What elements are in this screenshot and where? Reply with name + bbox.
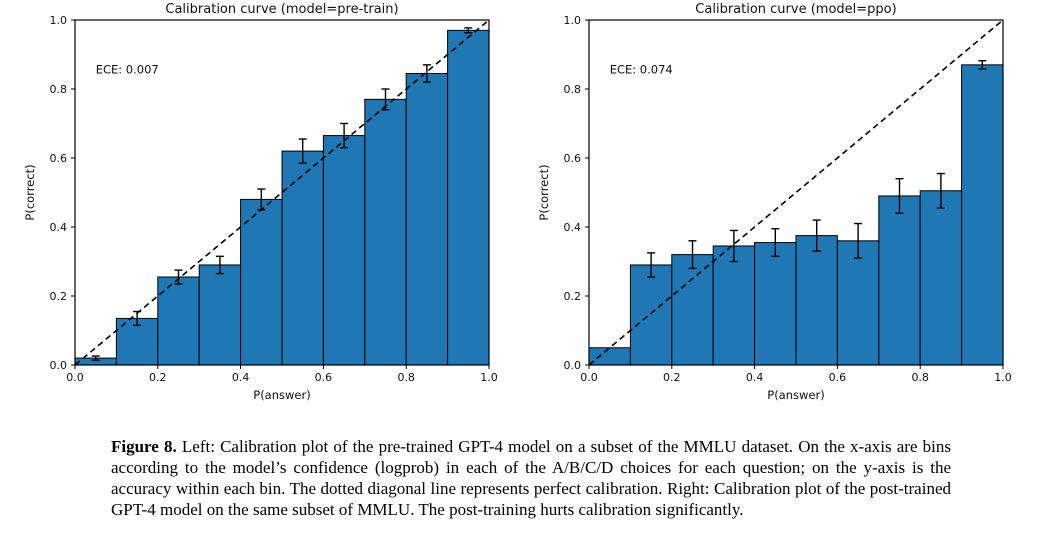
x-tick-label: 0.6 (829, 371, 847, 384)
bar-bin-7 (364, 98, 407, 366)
y-tick-label: 0.0 (564, 359, 582, 372)
bar-bin-1 (629, 264, 673, 366)
bar-bin-2 (671, 254, 714, 366)
x-tick-label: 0.8 (911, 371, 929, 384)
bar-bin-4 (754, 242, 797, 366)
y-tick-label: 1.0 (564, 14, 582, 27)
figure-caption-label: Figure 8. (111, 437, 177, 456)
plot-frame (74, 19, 490, 366)
calibration-chart-pretrain: 0.0 0.2 0.4 0.6 0.8 1.0 0.0 0.2 0.4 0.6 0.8 1.0 Cali… (23, 2, 498, 402)
x-tick-label: 0.0 (580, 371, 598, 384)
figure-caption: Figure 8. Left: Calibration plot of the … (111, 436, 951, 520)
y-tick-label: 0.4 (564, 221, 582, 234)
y-tick-label: 0.4 (50, 221, 68, 234)
y-tick-label: 0.6 (50, 152, 68, 165)
charts-row: 0.0 0.2 0.4 0.6 0.8 1.0 0.0 0.2 0.4 0.6 0.8 1.0 Cali… (0, 0, 1054, 415)
x-tick-label: 0.2 (149, 371, 167, 384)
y-tick-label: 0.2 (50, 290, 68, 303)
y-axis-label: P(correct) (23, 164, 37, 220)
calibration-chart-ppo: 0.0 0.2 0.4 0.6 0.8 1.0 0.0 0.2 0.4 0.6 0.8 1.0 Cali… (537, 2, 1012, 402)
chart-title: Calibration curve (model=ppo) (695, 2, 896, 17)
bar-bin-6 (836, 240, 880, 366)
bar-bin-0 (588, 347, 631, 366)
bar-bin-2 (157, 276, 200, 366)
figure-caption-text: Left: Calibration plot of the pre-traine… (111, 437, 951, 519)
x-tick-label: 0.4 (746, 371, 764, 384)
bar-bin-3 (712, 245, 756, 366)
bar-bin-9 (447, 29, 490, 366)
x-tick-label: 0.2 (663, 371, 681, 384)
chart-box-pretrain: 0.0 0.2 0.4 0.6 0.8 1.0 0.0 0.2 0.4 0.6 0.8 1.0 Cali… (0, 0, 527, 415)
bar-bin-5 (281, 150, 324, 366)
y-tick-label: 0.2 (564, 290, 582, 303)
x-tick-label: 0.8 (397, 371, 415, 384)
x-axis-label: P(answer) (767, 388, 824, 402)
x-tick-label: 0.4 (232, 371, 250, 384)
chart-title: Calibration curve (model=pre-train) (165, 2, 398, 17)
x-tick-label: 0.6 (315, 371, 333, 384)
bar-bin-5 (795, 235, 838, 366)
bar-bin-8 (919, 190, 963, 366)
bar-bin-8 (405, 72, 449, 366)
ece-annotation: ECE: 0.007 (96, 62, 159, 76)
ece-annotation: ECE: 0.074 (610, 62, 673, 76)
bar-bin-9 (961, 64, 1004, 366)
x-tick-label: 1.0 (994, 371, 1012, 384)
x-axis-label: P(answer) (253, 388, 310, 402)
chart-box-ppo: 0.0 0.2 0.4 0.6 0.8 1.0 0.0 0.2 0.4 0.6 0.8 1.0 Cali… (527, 0, 1054, 415)
plot-frame (588, 19, 1004, 366)
y-tick-label: 0.8 (564, 83, 582, 96)
y-axis-label: P(correct) (537, 164, 551, 220)
bar-bin-7 (878, 195, 921, 366)
bar-bin-6 (322, 135, 366, 366)
y-tick-label: 1.0 (50, 14, 68, 27)
x-tick-label: 1.0 (480, 371, 498, 384)
y-tick-label: 0.8 (50, 83, 68, 96)
bar-bin-4 (240, 198, 283, 366)
x-tick-label: 0.0 (66, 371, 84, 384)
bar-bin-3 (198, 264, 242, 366)
y-tick-label: 0.0 (50, 359, 68, 372)
y-tick-label: 0.6 (564, 152, 582, 165)
